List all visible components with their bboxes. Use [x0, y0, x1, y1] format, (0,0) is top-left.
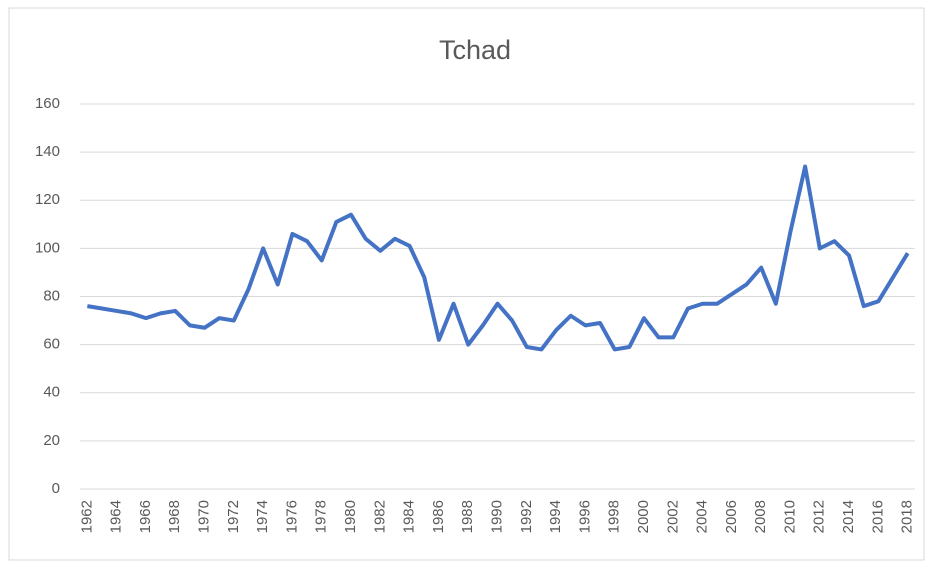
x-tick-label: 2010: [781, 500, 798, 533]
y-tick-label: 0: [52, 480, 60, 497]
y-tick-label: 100: [35, 239, 60, 256]
x-tick-label: 1980: [342, 500, 359, 533]
x-tick-label: 1976: [283, 500, 300, 533]
x-tick-label: 1962: [78, 500, 95, 533]
x-tick-label: 1966: [137, 500, 154, 533]
x-tick-label: 1998: [606, 500, 623, 533]
x-tick-label: 2016: [869, 500, 886, 533]
x-tick-label: 1972: [225, 500, 242, 533]
x-tick-label: 2006: [723, 500, 740, 533]
x-tick-label: 2004: [694, 500, 711, 533]
x-tick-label: 1964: [108, 500, 125, 533]
x-tick-label: 2014: [840, 500, 857, 533]
y-tick-label: 60: [43, 336, 60, 353]
x-tick-label: 2008: [752, 500, 769, 533]
chart-title: Tchad: [439, 35, 511, 65]
x-tick-label: 1970: [195, 500, 212, 533]
x-tick-label: 1990: [488, 500, 505, 533]
y-tick-label: 120: [35, 191, 60, 208]
y-tick-label: 80: [43, 287, 60, 304]
x-tick-label: 2002: [664, 500, 681, 533]
y-tick-label: 160: [35, 95, 60, 112]
x-tick-label: 1992: [518, 500, 535, 533]
x-tick-label: 1988: [459, 500, 476, 533]
x-tick-label: 1978: [313, 500, 330, 533]
x-tick-label: 1986: [430, 500, 447, 533]
x-tick-label: 1984: [401, 500, 418, 533]
x-tick-label: 1974: [254, 500, 271, 533]
x-tick-label: 1996: [576, 500, 593, 533]
x-tick-label: 2012: [811, 500, 828, 533]
x-tick-label: 2000: [635, 500, 652, 533]
y-tick-label: 20: [43, 432, 60, 449]
x-tick-label: 1968: [166, 500, 183, 533]
y-tick-label: 140: [35, 143, 60, 160]
x-tick-label: 1994: [547, 500, 564, 533]
chart-border: [8, 7, 925, 561]
x-tick-label: 2018: [899, 500, 916, 533]
data-line: [87, 164, 910, 352]
x-tick-label: 1982: [371, 500, 388, 533]
y-tick-label: 40: [43, 384, 60, 401]
